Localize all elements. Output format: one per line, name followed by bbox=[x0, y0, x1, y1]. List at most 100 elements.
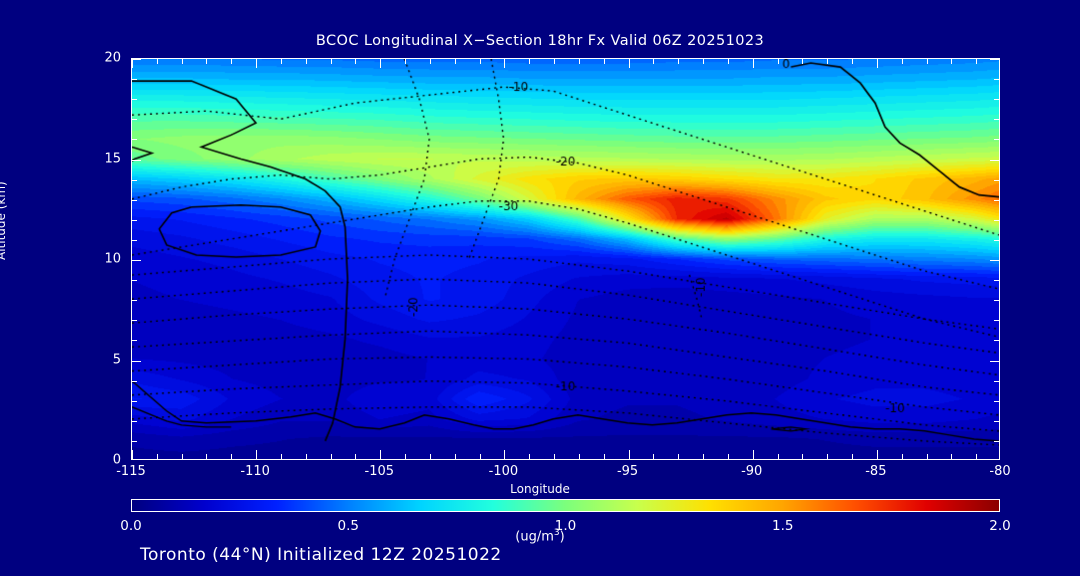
axis-tick bbox=[752, 59, 754, 68]
axis-tick bbox=[901, 59, 903, 64]
axis-tick bbox=[132, 59, 133, 68]
axis-tick bbox=[206, 59, 208, 64]
axis-tick bbox=[132, 280, 137, 282]
axis-tick bbox=[727, 454, 729, 459]
x-tick-label: -80 bbox=[989, 464, 1011, 479]
axis-tick bbox=[578, 59, 580, 64]
axis-tick bbox=[256, 450, 258, 459]
axis-tick bbox=[429, 454, 431, 459]
axis-tick bbox=[994, 239, 999, 241]
axis-tick bbox=[994, 340, 999, 342]
axis-tick bbox=[994, 380, 999, 382]
axis-tick bbox=[653, 454, 655, 459]
axis-tick bbox=[994, 139, 999, 141]
colorbar-tick-label: 0.0 bbox=[120, 518, 142, 534]
axis-tick bbox=[678, 59, 680, 64]
y-tick-label: 20 bbox=[104, 50, 121, 66]
axis-tick bbox=[703, 59, 705, 64]
axis-tick bbox=[132, 219, 137, 221]
axis-tick bbox=[355, 59, 357, 64]
axis-tick bbox=[852, 454, 854, 459]
colorbar-units: (ug/m3) bbox=[515, 528, 565, 545]
axis-tick bbox=[231, 59, 233, 64]
axis-tick bbox=[330, 454, 332, 459]
heatmap-canvas bbox=[132, 59, 999, 459]
axis-tick bbox=[132, 450, 133, 459]
axis-tick bbox=[132, 400, 137, 402]
axis-tick bbox=[132, 199, 137, 201]
colorbar bbox=[131, 499, 1000, 512]
axis-tick bbox=[990, 360, 999, 362]
axis-tick bbox=[802, 454, 804, 459]
axis-tick bbox=[994, 219, 999, 221]
axis-tick bbox=[990, 59, 999, 60]
axis-tick bbox=[990, 159, 999, 161]
axis-tick bbox=[994, 179, 999, 181]
x-tick-label: -115 bbox=[116, 464, 146, 479]
axis-tick bbox=[529, 454, 531, 459]
figure-caption: Toronto (44°N) Initialized 12Z 20251022 bbox=[140, 545, 502, 565]
heatmap-field bbox=[132, 59, 999, 459]
axis-tick bbox=[256, 59, 258, 68]
axis-tick bbox=[132, 99, 137, 101]
axis-tick bbox=[132, 139, 137, 141]
axis-tick bbox=[479, 59, 481, 64]
axis-tick bbox=[380, 59, 382, 68]
axis-tick bbox=[330, 59, 332, 64]
x-tick-label: -95 bbox=[616, 464, 639, 479]
axis-tick bbox=[951, 59, 953, 64]
axis-tick bbox=[156, 454, 158, 459]
x-tick-label: -85 bbox=[865, 464, 887, 479]
y-axis-title: Altitude (km) bbox=[0, 181, 8, 260]
axis-tick bbox=[628, 59, 630, 68]
axis-tick bbox=[876, 450, 878, 459]
y-tick-label: 5 bbox=[112, 352, 121, 367]
axis-tick bbox=[132, 300, 137, 302]
y-tick-label: 0 bbox=[112, 452, 121, 468]
axis-tick bbox=[479, 454, 481, 459]
axis-tick bbox=[994, 99, 999, 101]
axis-tick bbox=[802, 59, 804, 64]
axis-tick bbox=[405, 59, 407, 64]
axis-tick bbox=[976, 454, 978, 459]
axis-tick bbox=[777, 454, 779, 459]
axis-tick bbox=[454, 59, 456, 64]
axis-tick bbox=[777, 59, 779, 64]
axis-tick bbox=[603, 59, 605, 64]
axis-tick bbox=[206, 454, 208, 459]
axis-tick bbox=[876, 59, 878, 68]
axis-tick bbox=[280, 454, 282, 459]
axis-tick bbox=[132, 320, 137, 322]
axis-tick bbox=[132, 159, 141, 161]
axis-tick bbox=[994, 199, 999, 201]
axis-tick bbox=[926, 454, 928, 459]
axis-tick bbox=[454, 454, 456, 459]
axis-tick bbox=[926, 59, 928, 64]
colorbar-tick-label: 2.0 bbox=[989, 518, 1011, 534]
colorbar-tick-label: 1.0 bbox=[554, 518, 577, 534]
axis-tick bbox=[132, 380, 137, 382]
axis-tick bbox=[504, 450, 506, 459]
axis-tick bbox=[429, 59, 431, 64]
x-tick-label: -100 bbox=[488, 464, 519, 479]
axis-tick bbox=[529, 59, 531, 64]
y-tick-label: 15 bbox=[104, 151, 121, 166]
axis-tick bbox=[280, 59, 282, 64]
axis-tick bbox=[132, 179, 137, 181]
axis-tick bbox=[231, 454, 233, 459]
x-tick-label: -110 bbox=[240, 464, 270, 479]
axis-tick bbox=[827, 454, 829, 459]
axis-tick bbox=[827, 59, 829, 64]
axis-tick bbox=[994, 119, 999, 121]
axis-tick bbox=[901, 454, 903, 459]
axis-tick bbox=[994, 440, 999, 442]
axis-tick bbox=[994, 79, 999, 81]
axis-tick bbox=[132, 79, 137, 81]
axis-tick bbox=[554, 454, 556, 459]
axis-tick bbox=[132, 59, 141, 60]
axis-tick bbox=[380, 450, 382, 459]
colorbar-tick-label: 1.5 bbox=[772, 518, 794, 534]
axis-tick bbox=[305, 59, 307, 64]
axis-tick bbox=[976, 59, 978, 64]
axis-tick bbox=[132, 440, 137, 442]
